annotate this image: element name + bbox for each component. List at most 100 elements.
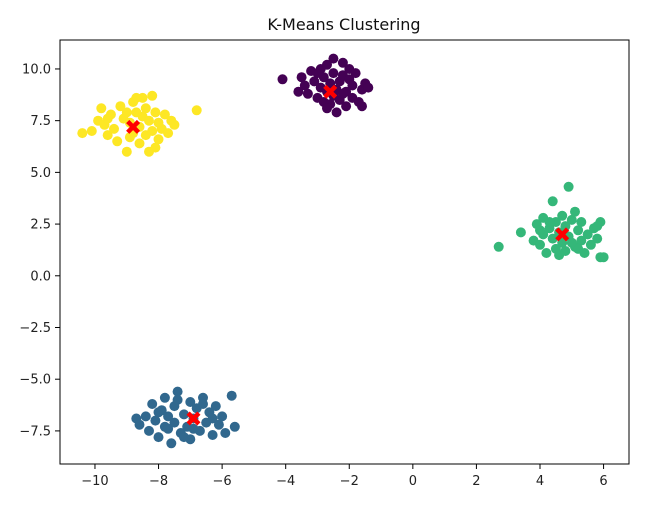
cluster-2-point-23 bbox=[573, 225, 584, 236]
cluster-1-point-29 bbox=[217, 411, 228, 422]
cluster-1-point-16 bbox=[179, 409, 189, 420]
cluster-0-point-5 bbox=[309, 76, 320, 87]
cluster-0-point-25 bbox=[341, 101, 352, 112]
cluster-1-point-32 bbox=[229, 421, 240, 432]
cluster-0-point-33 bbox=[357, 101, 367, 112]
cluster-0-point-29 bbox=[347, 80, 358, 91]
y-tick-label-7: 10.0 bbox=[22, 62, 51, 77]
cluster-0-point-3 bbox=[302, 88, 313, 99]
cluster-2-point-35 bbox=[535, 225, 545, 236]
cluster-3-point-5 bbox=[102, 130, 113, 141]
cluster-3-point-17 bbox=[134, 138, 145, 149]
cluster-1-point-4 bbox=[147, 399, 158, 409]
cluster-2-point-34 bbox=[592, 221, 603, 232]
cluster-3-point-26 bbox=[150, 107, 161, 118]
cluster-0-point-19 bbox=[331, 107, 342, 118]
cluster-0-point-35 bbox=[363, 82, 374, 93]
cluster-1-point-6 bbox=[153, 432, 164, 443]
cluster-3-point-25 bbox=[147, 126, 158, 136]
cluster-0-point-1 bbox=[296, 72, 307, 83]
cluster-2-point-20 bbox=[566, 214, 577, 225]
cluster-3-point-3 bbox=[96, 103, 107, 114]
cluster-1-point-28 bbox=[213, 419, 224, 430]
cluster-3-point-21 bbox=[140, 103, 151, 114]
cluster-2-point-14 bbox=[557, 237, 568, 248]
cluster-1-point-39 bbox=[163, 423, 174, 434]
chart-title: K-Means Clustering bbox=[267, 15, 420, 34]
centroid-marker-3 bbox=[126, 119, 141, 134]
cluster-0-point-38 bbox=[322, 103, 332, 114]
cluster-3-point-27 bbox=[153, 134, 164, 145]
cluster-2-point-15 bbox=[557, 210, 568, 221]
cluster-0-point-16 bbox=[328, 68, 339, 79]
y-tick-label-6: 7.5 bbox=[30, 114, 51, 129]
cluster-3-point-39 bbox=[124, 132, 135, 143]
x-tick-label-4: −2 bbox=[340, 474, 359, 489]
x-tick-label-1: −8 bbox=[149, 474, 168, 489]
y-tick-label-1: −5.0 bbox=[19, 373, 51, 388]
cluster-2-point-33 bbox=[598, 252, 609, 263]
cluster-2-point-18 bbox=[563, 181, 574, 192]
cluster-1-point-26 bbox=[207, 430, 218, 440]
cluster-3-point-22 bbox=[144, 115, 154, 126]
cluster-0-point-0 bbox=[277, 74, 288, 85]
cluster-3-point-0 bbox=[77, 128, 88, 139]
cluster-2-point-0 bbox=[493, 241, 504, 252]
cluster-3-point-36 bbox=[121, 107, 132, 118]
cluster-1-point-18 bbox=[185, 397, 196, 407]
cluster-3-point-31 bbox=[163, 128, 174, 139]
x-tick-label-7: 4 bbox=[536, 474, 544, 489]
cluster-3-point-34 bbox=[191, 105, 202, 116]
cluster-1-point-30 bbox=[220, 428, 231, 438]
cluster-0-point-36 bbox=[293, 86, 304, 97]
cluster-1-point-27 bbox=[210, 401, 221, 412]
cluster-3-point-9 bbox=[115, 101, 126, 112]
centroid-marker-0 bbox=[323, 84, 338, 99]
cluster-3-point-7 bbox=[109, 123, 119, 134]
cluster-2-point-38 bbox=[544, 217, 555, 227]
cluster-2-point-24 bbox=[576, 235, 587, 246]
cluster-0-point-22 bbox=[337, 57, 348, 68]
y-tick-label-5: 5.0 bbox=[30, 166, 51, 181]
y-tick-label-4: 2.5 bbox=[30, 218, 51, 233]
cluster-3-point-37 bbox=[150, 142, 161, 153]
cluster-0-point-13 bbox=[325, 78, 336, 89]
cluster-1-point-12 bbox=[169, 417, 180, 428]
centroids-layer bbox=[126, 84, 570, 426]
cluster-1-point-11 bbox=[166, 438, 177, 449]
cluster-2-point-22 bbox=[570, 206, 580, 217]
cluster-3-point-11 bbox=[121, 146, 132, 157]
cluster-2-point-9 bbox=[547, 233, 558, 244]
centroid-marker-1 bbox=[186, 411, 201, 426]
cluster-2-point-39 bbox=[566, 237, 577, 248]
x-axis: −10 −8 −6 −4 −2 0 2 4 6 bbox=[81, 464, 608, 489]
x-tick-label-6: 2 bbox=[472, 474, 480, 489]
cluster-0-point-39 bbox=[337, 88, 348, 99]
x-tick-label-0: −10 bbox=[81, 474, 108, 489]
cluster-3-point-1 bbox=[86, 126, 97, 136]
plot-area-frame bbox=[59, 39, 630, 465]
cluster-2-point-28 bbox=[585, 239, 596, 250]
cluster-0-point-30 bbox=[350, 68, 361, 79]
cluster-1-point-38 bbox=[207, 413, 218, 424]
cluster-0-point-2 bbox=[299, 80, 310, 91]
cluster-3-point-35 bbox=[131, 92, 142, 103]
cluster-2-point-17 bbox=[560, 221, 571, 232]
cluster-1-point-2 bbox=[140, 411, 151, 422]
cluster-3-point-30 bbox=[159, 109, 170, 120]
x-tick-label-8: 6 bbox=[599, 474, 607, 489]
cluster-2-point-10 bbox=[547, 196, 558, 207]
cluster-2-point-7 bbox=[541, 248, 552, 258]
y-tick-label-2: −2.5 bbox=[19, 321, 51, 336]
cluster-1-point-34 bbox=[179, 432, 189, 443]
cluster-1-point-9 bbox=[159, 392, 170, 403]
cluster-2-point-36 bbox=[554, 250, 565, 261]
x-tick-label-5: 0 bbox=[409, 474, 417, 489]
cluster-3-point-38 bbox=[102, 113, 113, 124]
cluster-2-point-27 bbox=[582, 229, 593, 240]
cluster-1-point-14 bbox=[172, 386, 183, 397]
cluster-2-point-30 bbox=[592, 233, 603, 244]
cluster-1-point-31 bbox=[226, 390, 237, 401]
